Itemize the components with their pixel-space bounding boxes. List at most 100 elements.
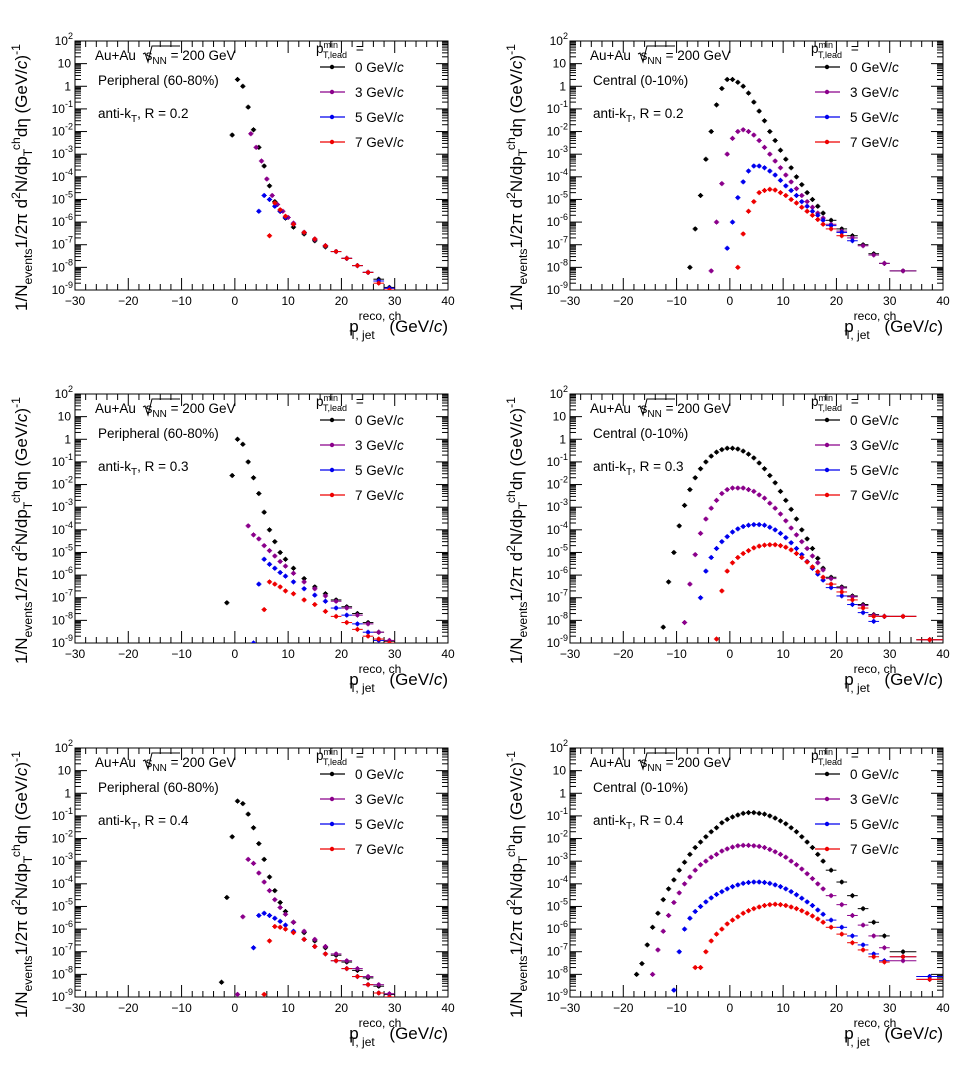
marker bbox=[259, 158, 264, 163]
marker bbox=[278, 559, 283, 564]
y-tick-label: 10-5 bbox=[52, 189, 73, 206]
marker bbox=[272, 924, 277, 929]
plot-frame bbox=[74, 40, 449, 291]
marker bbox=[821, 920, 826, 925]
marker bbox=[778, 489, 783, 494]
data-point bbox=[322, 243, 329, 249]
data-point bbox=[277, 207, 283, 213]
marker bbox=[789, 188, 794, 193]
marker bbox=[882, 261, 887, 266]
marker bbox=[267, 197, 272, 202]
data-point bbox=[761, 495, 768, 501]
data-point bbox=[341, 255, 353, 261]
data-point bbox=[804, 203, 810, 209]
x-tick-label: −10 bbox=[171, 647, 192, 661]
marker bbox=[376, 637, 381, 642]
data-point bbox=[687, 874, 693, 880]
marker bbox=[366, 982, 371, 987]
data-point bbox=[277, 584, 283, 590]
data-point bbox=[847, 235, 858, 241]
y-tick-label: 10 bbox=[58, 57, 72, 71]
marker bbox=[677, 523, 682, 528]
data-point bbox=[362, 269, 374, 275]
data-point bbox=[767, 186, 773, 192]
y-tick-base: 10 bbox=[58, 57, 72, 71]
data-point bbox=[777, 902, 784, 908]
data-point bbox=[330, 598, 342, 604]
marker bbox=[799, 896, 804, 901]
marker bbox=[725, 77, 730, 82]
y-tick-base: 10 bbox=[547, 523, 561, 537]
y-tick-exp: -1 bbox=[560, 99, 568, 109]
data-point bbox=[697, 965, 704, 971]
data-point bbox=[724, 151, 730, 157]
y-tick-label: 10 bbox=[553, 410, 567, 424]
marker bbox=[850, 893, 855, 898]
marker bbox=[278, 925, 283, 930]
marker bbox=[783, 498, 788, 503]
data-point bbox=[373, 990, 385, 996]
data-point bbox=[740, 448, 746, 454]
marker bbox=[794, 862, 799, 867]
data-point bbox=[793, 174, 800, 180]
y-tick-exp: -6 bbox=[560, 212, 568, 222]
y-axis-title: 1/Nevents1/2π d2N/dpTchdη (GeV/c)-1 bbox=[504, 751, 530, 1018]
marker bbox=[829, 223, 834, 228]
marker bbox=[698, 466, 703, 471]
marker bbox=[810, 913, 815, 918]
chart-panel-3: 10210110-110-210-310-410-510-610-710-810… bbox=[9, 384, 455, 695]
marker bbox=[821, 211, 826, 216]
x-tick-label: 20 bbox=[830, 294, 844, 308]
data-point bbox=[783, 903, 789, 909]
marker bbox=[861, 610, 866, 615]
marker bbox=[682, 620, 687, 625]
marker bbox=[839, 925, 844, 930]
marker bbox=[850, 940, 855, 945]
data-point bbox=[245, 856, 251, 862]
data-point bbox=[767, 542, 773, 548]
marker bbox=[291, 579, 296, 584]
data-point bbox=[660, 624, 666, 630]
marker bbox=[735, 129, 740, 134]
y-axis-title-part: N/dp bbox=[12, 509, 31, 545]
marker bbox=[650, 925, 655, 930]
marker bbox=[746, 908, 751, 913]
marker bbox=[778, 531, 783, 536]
marker bbox=[741, 231, 746, 236]
legend-label: 0 GeV/c bbox=[355, 767, 404, 782]
data-point bbox=[322, 951, 329, 957]
data-point bbox=[729, 76, 736, 82]
legend-entry-5: 5 GeV/c bbox=[320, 110, 404, 125]
x-tick-label: −30 bbox=[560, 294, 581, 308]
y-tick-exp: -7 bbox=[560, 588, 568, 598]
data-point bbox=[735, 264, 741, 270]
data-point bbox=[783, 821, 789, 827]
marker bbox=[799, 527, 804, 532]
y-axis-title-part: c bbox=[12, 60, 31, 69]
y-axis-title-part: dη (GeV/ bbox=[507, 69, 526, 137]
y-tick-exp: -5 bbox=[560, 189, 568, 199]
series-7-gev bbox=[692, 901, 943, 982]
y-tick-base: 10 bbox=[547, 809, 561, 823]
marker bbox=[746, 843, 751, 848]
marker bbox=[240, 84, 245, 89]
data-point bbox=[234, 76, 241, 82]
data-point bbox=[799, 199, 805, 205]
data-point bbox=[301, 928, 307, 934]
data-point bbox=[687, 581, 693, 587]
legend-entry-5: 5 GeV/c bbox=[815, 110, 899, 125]
marker bbox=[278, 207, 283, 212]
data-point bbox=[751, 906, 757, 912]
data-point bbox=[767, 846, 773, 852]
marker bbox=[810, 205, 815, 210]
legend-entry-0: 0 GeV/c bbox=[815, 413, 899, 428]
marker bbox=[639, 961, 644, 966]
data-point bbox=[804, 871, 810, 877]
data-point bbox=[857, 243, 869, 249]
data-point bbox=[362, 974, 374, 980]
y-tick-label: 10-5 bbox=[547, 189, 568, 206]
data-point bbox=[277, 558, 283, 564]
x-tick-label: −30 bbox=[560, 1001, 581, 1015]
marker bbox=[235, 992, 240, 997]
data-point bbox=[767, 902, 773, 908]
